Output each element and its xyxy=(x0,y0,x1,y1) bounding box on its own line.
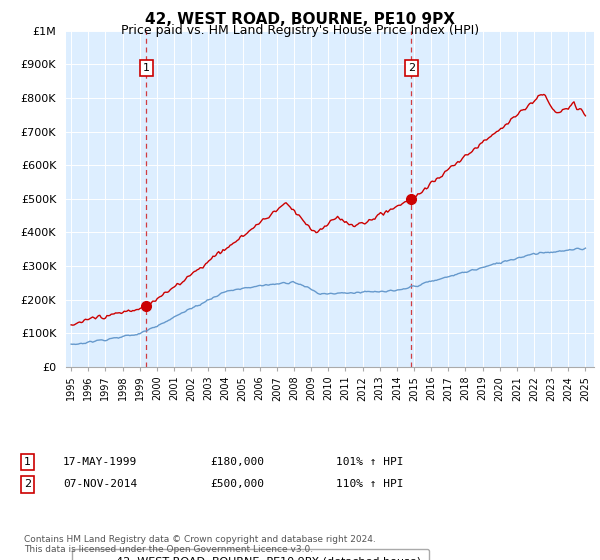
Text: 2: 2 xyxy=(24,479,31,489)
Text: 1: 1 xyxy=(24,457,31,467)
Text: £180,000: £180,000 xyxy=(210,457,264,467)
Text: Price paid vs. HM Land Registry's House Price Index (HPI): Price paid vs. HM Land Registry's House … xyxy=(121,24,479,37)
Text: Contains HM Land Registry data © Crown copyright and database right 2024.
This d: Contains HM Land Registry data © Crown c… xyxy=(24,535,376,554)
Text: 2: 2 xyxy=(408,63,415,73)
Legend: 42, WEST ROAD, BOURNE, PE10 9PX (detached house), HPI: Average price, detached h: 42, WEST ROAD, BOURNE, PE10 9PX (detache… xyxy=(71,549,429,560)
Text: 42, WEST ROAD, BOURNE, PE10 9PX: 42, WEST ROAD, BOURNE, PE10 9PX xyxy=(145,12,455,27)
Text: £500,000: £500,000 xyxy=(210,479,264,489)
Text: 07-NOV-2014: 07-NOV-2014 xyxy=(63,479,137,489)
Text: 101% ↑ HPI: 101% ↑ HPI xyxy=(336,457,404,467)
Text: 17-MAY-1999: 17-MAY-1999 xyxy=(63,457,137,467)
Text: 110% ↑ HPI: 110% ↑ HPI xyxy=(336,479,404,489)
Text: 1: 1 xyxy=(143,63,150,73)
